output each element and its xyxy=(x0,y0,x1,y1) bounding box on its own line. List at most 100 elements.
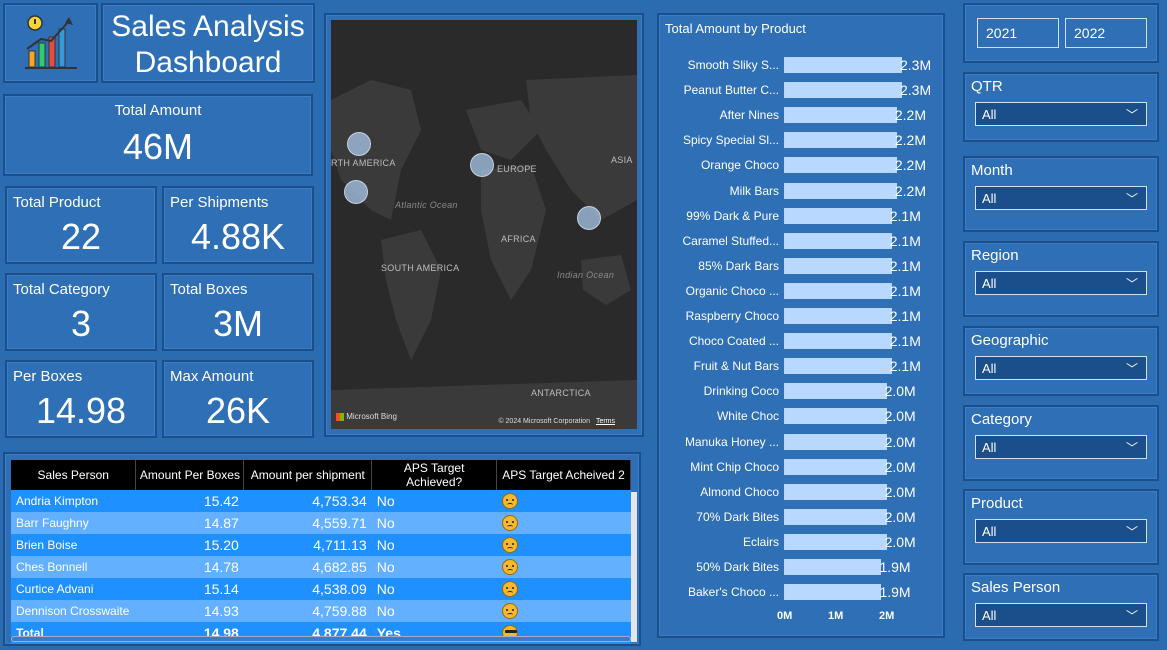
bar[interactable] xyxy=(784,533,887,550)
map-label-asia: ASIA xyxy=(611,155,633,165)
bar-category-label: 50% Dark Bites xyxy=(696,560,779,574)
bar[interactable] xyxy=(784,408,887,425)
bar-category-label: Caramel Stuffed... xyxy=(682,233,780,248)
bar[interactable] xyxy=(784,107,897,124)
column-header-amount-per-boxes[interactable]: Amount Per Boxes xyxy=(135,460,245,490)
bar-row[interactable]: Raspberry Choco 2.1M xyxy=(659,306,939,326)
bar[interactable] xyxy=(784,282,892,299)
cell-aps-target-2 xyxy=(496,556,631,578)
world-map[interactable]: RTH AMERICA EUROPE ASIA Atlantic Ocean A… xyxy=(331,20,637,429)
title-line-1: Sales Analysis xyxy=(111,10,305,43)
column-header-aps-target-2[interactable]: APS Target Acheived 2 xyxy=(496,460,631,490)
bar-row[interactable]: Orange Choco 2.2M xyxy=(659,155,939,175)
chevron-down-icon: ﹀ xyxy=(1125,108,1138,122)
map-bubble-asia[interactable] xyxy=(577,206,601,230)
kpi-value: 22 xyxy=(60,216,102,257)
cell-amount-per-shipment: 4,538.09 xyxy=(243,578,372,600)
bar-row[interactable]: 99% Dark & Pure 2.1M xyxy=(659,206,939,226)
geographic-dropdown[interactable]: All ﹀ xyxy=(975,356,1147,380)
bar-row[interactable]: Caramel Stuffed... 2.1M xyxy=(659,231,939,251)
total-product-card: Total Product 22 xyxy=(5,186,157,264)
region-dropdown[interactable]: All ﹀ xyxy=(975,271,1147,295)
table-row[interactable]: Barr Faughny 14.87 4,559.71 No xyxy=(11,512,631,534)
product-dropdown[interactable]: All ﹀ xyxy=(975,519,1147,543)
sales-person-dropdown[interactable]: All ﹀ xyxy=(975,603,1147,627)
bar[interactable] xyxy=(784,308,892,324)
bar[interactable] xyxy=(784,333,892,350)
bar-row[interactable]: Peanut Butter C... 2.3M xyxy=(659,80,939,100)
bar[interactable] xyxy=(784,232,892,249)
year-button-2022[interactable]: 2022 xyxy=(1065,18,1147,48)
horizontal-scrollbar[interactable] xyxy=(11,636,631,642)
bar-row[interactable]: Fruit & Nut Bars 2.1M xyxy=(659,356,939,376)
total-amount-by-product-chart: Total Amount by Product Smooth Sliky S..… xyxy=(657,13,945,638)
bar-row[interactable]: 50% Dark Bites 1.9M xyxy=(659,557,939,577)
month-dropdown[interactable]: All ﹀ xyxy=(975,186,1147,210)
bar[interactable] xyxy=(784,483,887,500)
bar-row[interactable]: Baker's Choco ... 1.9M xyxy=(659,582,939,602)
year-button-2021[interactable]: 2021 xyxy=(977,18,1059,48)
bar-row[interactable]: Mint Chip Choco 2.0M xyxy=(659,457,939,477)
qtr-dropdown[interactable]: All ﹀ xyxy=(975,102,1147,126)
table-row[interactable]: Curtice Advani 15.14 4,538.09 No xyxy=(11,578,631,600)
bar-row[interactable]: 85% Dark Bars 2.1M xyxy=(659,256,939,276)
bar-row[interactable]: Drinking Coco 2.0M xyxy=(659,381,939,401)
bar[interactable] xyxy=(784,358,892,375)
map-bubble-north-america-2[interactable] xyxy=(344,180,368,204)
bar[interactable] xyxy=(784,132,897,149)
kpi-value: 4.88K xyxy=(190,216,286,257)
bar[interactable] xyxy=(784,82,902,99)
bar-category-label: Fruit & Nut Bars xyxy=(693,359,779,374)
chevron-down-icon: ﹀ xyxy=(1125,362,1138,376)
bar[interactable] xyxy=(784,207,892,224)
column-header-sales-person[interactable]: Sales Person xyxy=(11,460,137,490)
map-bubble-north-america-1[interactable] xyxy=(347,132,371,156)
total-category-card: Total Category 3 xyxy=(5,273,157,351)
bar[interactable] xyxy=(784,433,887,450)
bar-row[interactable]: Almond Choco 2.0M xyxy=(659,482,939,502)
bar[interactable] xyxy=(784,584,882,601)
bar-row[interactable]: Manuka Honey ... 2.0M xyxy=(659,432,939,452)
bar-value-label: 2.0M xyxy=(884,458,916,475)
bar[interactable] xyxy=(784,157,897,174)
table-row[interactable]: Brien Boise 15.20 4,711.13 No xyxy=(11,534,631,556)
cell-aps-target-2 xyxy=(496,578,631,600)
table-row[interactable]: Andria Kimpton 15.42 4,753.34 No xyxy=(11,490,631,512)
bar-row[interactable]: White Choc 2.0M xyxy=(659,406,939,426)
dropdown-value: All xyxy=(982,440,997,455)
bar[interactable] xyxy=(784,182,897,199)
bar[interactable] xyxy=(784,458,887,475)
bar-row[interactable]: 70% Dark Bites 2.0M xyxy=(659,507,939,527)
bar[interactable] xyxy=(784,257,892,274)
bar-row[interactable]: Choco Coated ... 2.1M xyxy=(659,331,939,351)
category-dropdown[interactable]: All ﹀ xyxy=(975,435,1147,459)
bar-category-label: Raspberry Choco xyxy=(685,309,779,323)
vertical-scrollbar[interactable] xyxy=(631,492,637,642)
terms-link[interactable]: Terms xyxy=(595,418,615,425)
table-row[interactable]: Ches Bonnell 14.78 4,682.85 No xyxy=(11,556,631,578)
bar-value-label: 1.9M xyxy=(879,559,911,575)
bar-row[interactable]: Spicy Special Sl... 2.2M xyxy=(659,130,939,150)
region-slicer: Region All ﹀ xyxy=(963,241,1159,317)
bar-category-label: Choco Coated ... xyxy=(688,334,779,349)
bar-row[interactable]: Eclairs 2.0M xyxy=(659,532,939,552)
bar[interactable] xyxy=(784,559,882,575)
bar-category-label: Baker's Choco ... xyxy=(688,585,779,600)
table-row[interactable]: Dennison Crosswaite 14.93 4,759.88 No xyxy=(11,600,631,622)
map-label-north-america: RTH AMERICA xyxy=(331,158,396,168)
bar-category-label: Peanut Butter C... xyxy=(683,83,779,98)
bar-row[interactable]: Organic Choco ... 2.1M xyxy=(659,281,939,301)
bar-row[interactable]: Milk Bars 2.2M xyxy=(659,181,939,201)
map-bubble-europe[interactable] xyxy=(470,153,494,177)
bar-row[interactable]: Smooth Sliky S... 2.3M xyxy=(659,55,939,75)
bar[interactable] xyxy=(784,508,887,525)
bar-value-label: 2.1M xyxy=(889,333,921,350)
column-header-amount-per-shipment[interactable]: Amount per shipment xyxy=(243,460,373,490)
bar[interactable] xyxy=(784,383,887,400)
bar-value-label: 2.0M xyxy=(884,433,916,450)
column-header-aps-target[interactable]: APS Target Achieved? xyxy=(371,460,498,490)
kpi-label: Max Amount xyxy=(170,368,254,385)
bar-row[interactable]: After Nines 2.2M xyxy=(659,105,939,125)
cell-amount-per-shipment: 4,711.13 xyxy=(243,534,372,556)
bar[interactable] xyxy=(784,57,902,73)
